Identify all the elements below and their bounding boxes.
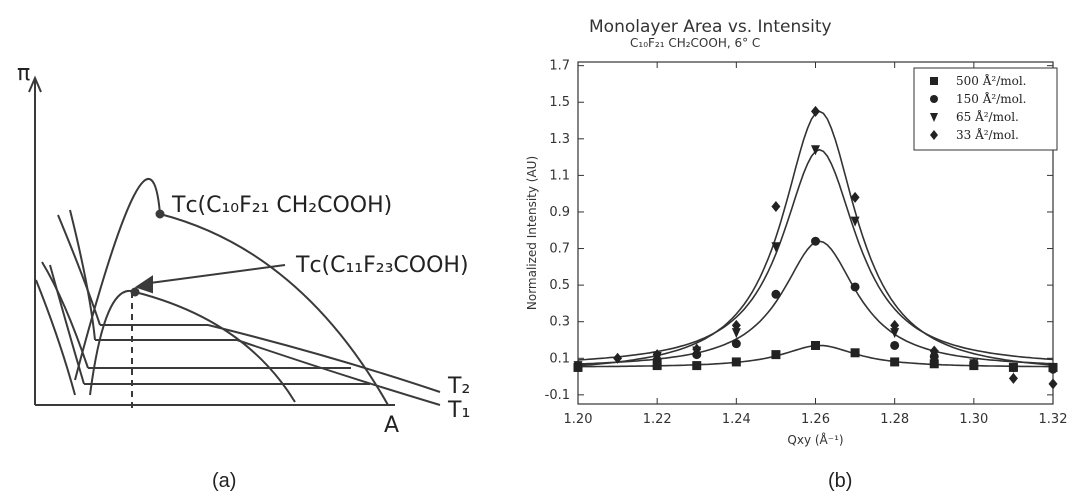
isotherm-label-t1: T₁ [447,398,470,423]
data-point-series-1 [732,357,741,366]
y-tick-label: 0.1 [549,351,570,366]
data-point-series-2 [732,339,741,348]
y-tick-label: 0.7 [549,242,570,257]
legend-label-series-1: 500 Å²/mol. [956,73,1027,88]
panel-a-y-label: π [17,61,30,86]
data-point-series-4 [1049,378,1058,389]
y-tick-label: 0.5 [549,278,570,293]
y-tick-label: 1.7 [549,59,570,74]
panel-a-x-label: A [384,413,399,438]
data-point-series-1 [890,357,899,366]
critical-point-arrowhead [137,277,152,292]
legend-marker-series-2 [930,95,938,103]
data-point-series-1 [811,341,820,350]
isotherm-tail-t2 [208,325,440,392]
data-point-series-1 [851,348,860,357]
caption-a: (a) [212,470,236,492]
isotherm-descent-1 [58,215,100,325]
chart-title: Monolayer Area vs. Intensity [589,17,832,37]
data-point-series-2 [811,237,820,246]
x-axis-label: Qxy (Å⁻¹) [787,432,843,447]
y-tick-label: 1.1 [549,168,570,183]
panel-a-diagram [29,78,440,412]
caption-b: (b) [828,470,852,492]
x-tick-label: 1.22 [643,412,672,427]
x-tick-label: 1.28 [880,412,909,427]
data-point-series-4 [1009,373,1018,384]
plot-area: -0.1 0.1 0.3 0.5 0.7 0.9 1.1 1.3 1.5 1.7 1.20 1.22 1… [525,59,1067,447]
y-tick-label: 0.9 [549,205,570,220]
x-tick-label: 1.20 [564,412,593,427]
legend-label-series-4: 33 Å²/mol. [956,127,1019,142]
y-tick-label: 1.3 [549,132,570,147]
envelope-c11-curve [90,291,295,402]
y-tick-label: -0.1 [545,388,570,403]
x-tick-label: 1.30 [959,412,988,427]
isotherm-descent-5 [36,280,75,395]
isotherm-label-t2: T₂ [447,374,470,399]
isotherm-tail-t1 [237,340,440,405]
x-tick-label: 1.24 [722,412,751,427]
legend-marker-series-1 [930,77,938,85]
data-point-series-4 [771,201,780,212]
x-tick-label: 1.26 [801,412,830,427]
y-axis-label: Normalized Intensity (AU) [525,156,539,310]
data-point-series-1 [771,350,780,359]
critical-label-c10: Tᴄ(C₁₀F₂₁ CH₂COOH) [171,193,392,218]
critical-point-arrow [150,265,285,283]
y-tick-label: 1.5 [549,95,570,110]
legend-label-series-3: 65 Å²/mol. [956,109,1019,124]
chart-subtitle: C₁₀F₂₁ CH₂COOH, 6° C [630,36,760,50]
critical-point-c11-marker [132,289,139,296]
y-tick-label: 0.3 [549,315,570,330]
critical-label-c11: Tᴄ(C₁₁F₂₃COOH) [295,253,469,278]
data-point-series-2 [851,282,860,291]
data-point-series-4 [811,106,820,117]
x-tick-label: 1.32 [1039,412,1068,427]
critical-point-c10-marker [157,211,164,218]
legend-label-series-2: 150 Å²/mol. [956,91,1027,106]
fit-curve-series-3 [578,150,1053,360]
data-point-series-1 [692,361,701,370]
data-point-series-2 [890,341,899,350]
data-point-series-2 [771,290,780,299]
